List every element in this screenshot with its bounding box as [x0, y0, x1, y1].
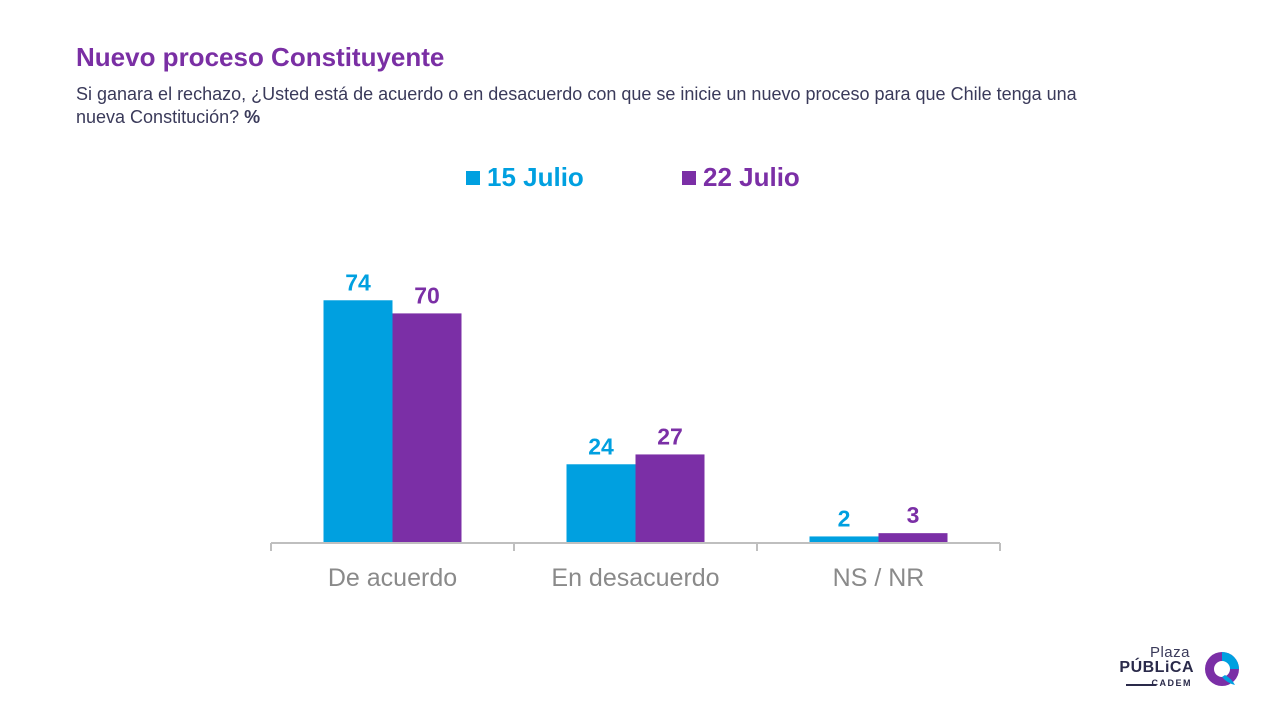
data-label-en-desacuerdo-22-julio: 27 — [657, 423, 683, 449]
chart-subtitle: Si ganara el rechazo, ¿Usted está de acu… — [76, 83, 1096, 129]
category-label-de-acuerdo: De acuerdo — [328, 564, 457, 592]
category-label-en-desacuerdo: En desacuerdo — [551, 564, 719, 592]
bar-en-desacuerdo-15-julio — [566, 464, 636, 543]
legend-item-15-julio: 15 Julio — [466, 162, 584, 193]
logo-text-plaza: Plaza — [1149, 644, 1190, 661]
chart-title: Nuevo proceso Constituyente — [76, 42, 445, 72]
data-label-de-acuerdo-22-julio: 70 — [414, 282, 440, 308]
bar-de-acuerdo-15-julio — [323, 300, 393, 543]
data-label-ns-nr-22-julio: 3 — [907, 502, 920, 528]
legend-swatch-22-julio — [682, 170, 696, 185]
legend-item-22-julio: 22 Julio — [682, 162, 800, 193]
question-text: Si ganara el rechazo, ¿Usted está de acu… — [76, 84, 1077, 127]
legend-label-15-julio: 15 Julio — [487, 162, 584, 192]
bar-de-acuerdo-22-julio — [392, 313, 462, 543]
data-label-ns-nr-15-julio: 2 — [838, 505, 851, 531]
logo-text-cadem: CADEM — [1151, 678, 1192, 688]
data-label-en-desacuerdo-15-julio: 24 — [588, 433, 614, 459]
category-label-ns-nr: NS / NR — [833, 564, 925, 592]
bar-ns-nr-22-julio — [878, 533, 948, 543]
legend-label-22-julio: 22 Julio — [703, 162, 800, 192]
bar-ns-nr-15-julio — [809, 536, 879, 543]
unit-label: % — [244, 107, 261, 127]
logo-mark-icon — [1205, 652, 1239, 686]
logo-text-publica: PÚBLiCA — [1119, 659, 1194, 676]
bar-en-desacuerdo-22-julio — [635, 454, 705, 543]
data-label-de-acuerdo-15-julio: 74 — [345, 269, 371, 295]
legend: 15 Julio 22 Julio — [0, 162, 1268, 196]
plaza-publica-cadem-logo: Plaza PÚBLiCA CADEM — [1118, 644, 1248, 694]
legend-swatch-15-julio — [466, 170, 480, 185]
logo-underline — [1126, 684, 1156, 686]
